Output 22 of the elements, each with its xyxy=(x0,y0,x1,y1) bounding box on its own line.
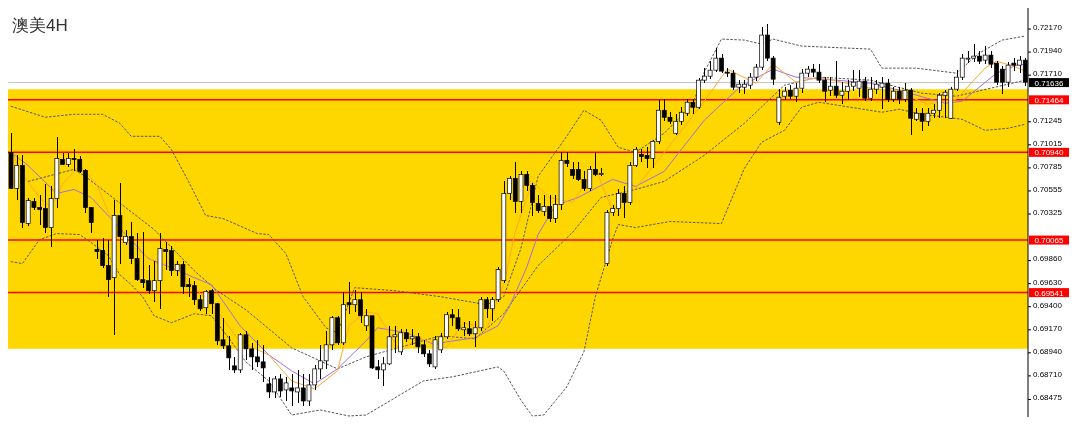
ref-line-label: 0.70065 xyxy=(1034,236,1065,246)
ref-line-label: 0.71464 xyxy=(1034,95,1065,105)
y-tick-label: 0.71710 xyxy=(1033,69,1063,78)
y-tick-label: 0.70785 xyxy=(1033,161,1063,171)
ref-line-label: 0.70940 xyxy=(1034,148,1065,158)
y-tick-label: 0.71015 xyxy=(1033,138,1063,148)
ref-line-label: 0.71636 xyxy=(1034,78,1065,88)
y-tick-label: 0.68940 xyxy=(1033,346,1063,356)
y-tick-label: 0.69400 xyxy=(1033,300,1063,310)
y-tick-label: 0.68475 xyxy=(1033,393,1063,403)
y-tick-label: 0.70325 xyxy=(1033,207,1063,217)
text: 澳美4H xyxy=(12,15,68,37)
y-tick-label: 0.69630 xyxy=(1033,277,1063,287)
y-tick-label: 0.70555 xyxy=(1033,184,1063,194)
ref-line-label: 0.69541 xyxy=(1034,288,1065,298)
line-series xyxy=(10,101,1026,417)
y-tick-label: 0.72170 xyxy=(1033,22,1063,32)
y-tick-label: 0.69170 xyxy=(1033,323,1063,333)
y-tick-label: 0.71245 xyxy=(1033,115,1063,125)
y-tick-label: 0.69860 xyxy=(1033,254,1063,264)
y-tick-label: 0.71940 xyxy=(1033,45,1063,55)
y-tick-label: 0.68710 xyxy=(1033,369,1063,379)
